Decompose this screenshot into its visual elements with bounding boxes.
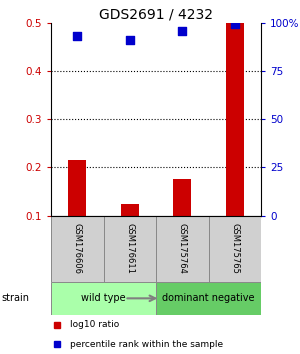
Bar [156,282,261,315]
Bar [68,160,86,216]
Text: log10 ratio: log10 ratio [70,320,119,329]
Bar [121,204,139,216]
Bar [226,23,244,216]
Text: GSM176606: GSM176606 [73,223,82,274]
Bar [103,216,156,282]
Text: dominant negative: dominant negative [162,293,255,303]
Text: GSM175764: GSM175764 [178,223,187,274]
Text: GSM175765: GSM175765 [230,223,239,274]
Bar [51,216,104,282]
Point [180,28,185,34]
Point [75,34,80,39]
Text: percentile rank within the sample: percentile rank within the sample [70,340,223,349]
Point [232,21,237,27]
Text: GSM176611: GSM176611 [125,223,134,274]
Bar [51,282,156,315]
Bar [156,216,208,282]
Text: strain: strain [2,293,29,303]
Bar [173,179,191,216]
Title: GDS2691 / 4232: GDS2691 / 4232 [99,8,213,22]
Text: wild type: wild type [81,293,126,303]
Point [128,38,132,43]
Bar [208,216,261,282]
